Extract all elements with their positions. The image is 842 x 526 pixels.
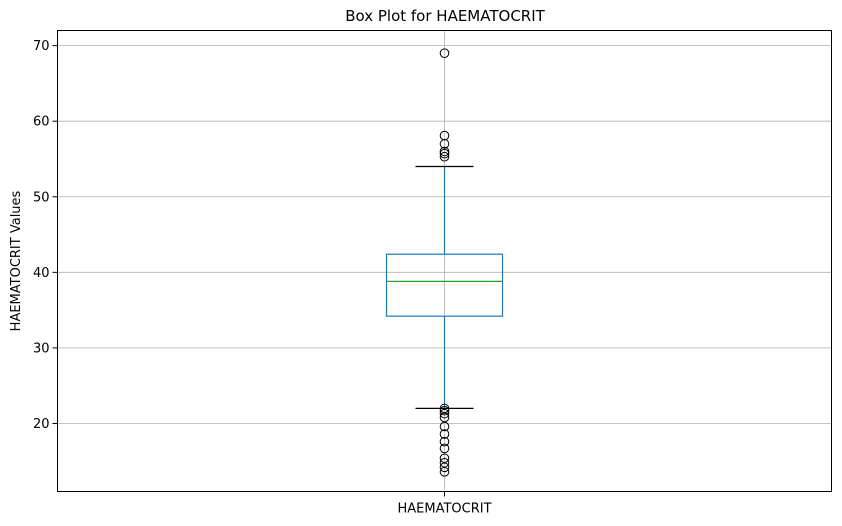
outlier-point bbox=[439, 467, 450, 477]
outlier-point bbox=[439, 436, 450, 447]
x-tick-label: HAEMATOCRIT bbox=[397, 502, 491, 517]
outlier-point bbox=[439, 146, 450, 157]
y-tick-label: 70 bbox=[33, 39, 50, 54]
x-axis-ticks: HAEMATOCRIT bbox=[397, 491, 492, 517]
iqr-box bbox=[385, 253, 504, 317]
outlier-point bbox=[439, 151, 450, 162]
outlier-point bbox=[439, 443, 450, 454]
chart-title: Box Plot for HAEMATOCRIT bbox=[345, 7, 545, 25]
y-tick-label: 50 bbox=[33, 190, 50, 205]
outlier-point bbox=[439, 408, 450, 419]
outlier-point bbox=[439, 421, 450, 432]
outlier-point bbox=[439, 405, 450, 416]
y-tick-label: 60 bbox=[33, 115, 50, 130]
outlier-point bbox=[439, 462, 450, 473]
y-axis-ticks: 20 30 40 50 60 70 bbox=[33, 39, 58, 432]
outlier-point bbox=[439, 429, 450, 439]
y-tick-label: 20 bbox=[33, 417, 50, 432]
outlier-point bbox=[439, 48, 450, 58]
y-tick-label: 40 bbox=[33, 266, 50, 281]
y-tick-label: 30 bbox=[33, 341, 50, 356]
y-axis-label: HAEMATOCRIT Values bbox=[9, 190, 24, 331]
outlier-point bbox=[439, 139, 450, 149]
plot-area bbox=[385, 48, 504, 477]
outlier-point bbox=[439, 148, 450, 159]
